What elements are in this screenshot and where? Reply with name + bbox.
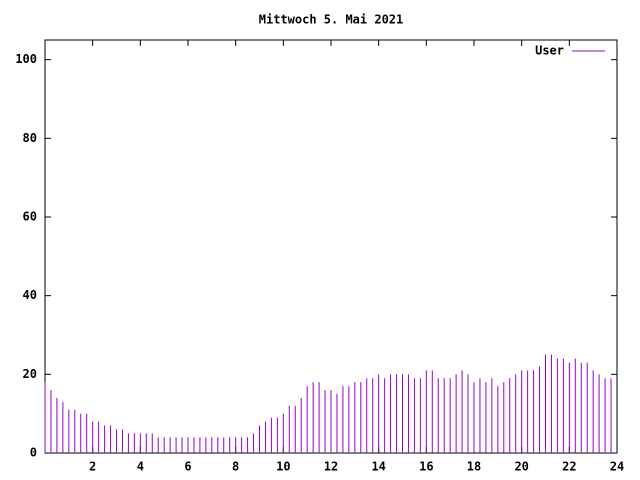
y-tick-label: 100	[15, 52, 37, 66]
y-tick-label: 20	[23, 367, 37, 381]
x-tick-label: 22	[562, 460, 576, 474]
y-tick-label: 0	[30, 446, 37, 460]
x-tick-label: 16	[419, 460, 433, 474]
x-tick-label: 20	[514, 460, 528, 474]
x-tick-label: 8	[232, 460, 239, 474]
x-tick-label: 10	[276, 460, 290, 474]
y-tick-label: 40	[23, 288, 37, 302]
y-tick-label: 80	[23, 131, 37, 145]
x-tick-label: 2	[89, 460, 96, 474]
x-tick-label: 14	[371, 460, 385, 474]
x-tick-label: 4	[137, 460, 144, 474]
x-tick-label: 24	[610, 460, 624, 474]
x-tick-label: 6	[184, 460, 191, 474]
x-tick-label: 18	[467, 460, 481, 474]
y-tick-label: 60	[23, 210, 37, 224]
chart-title: Mittwoch 5. Mai 2021	[259, 13, 404, 27]
legend-label: User	[535, 44, 564, 58]
x-tick-label: 12	[324, 460, 338, 474]
